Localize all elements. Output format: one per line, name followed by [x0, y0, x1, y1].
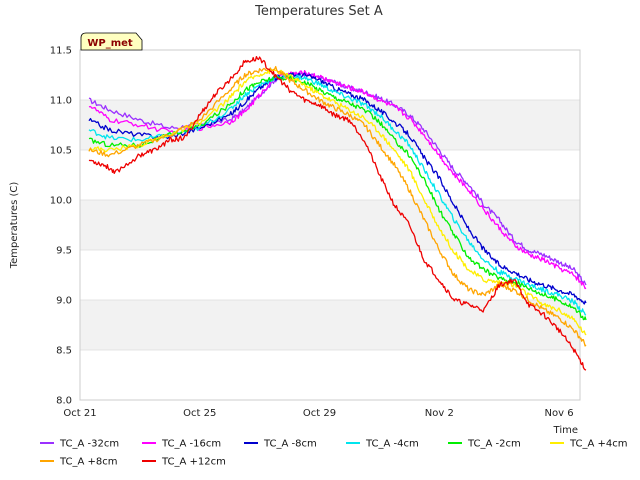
badge-label: WP_met — [87, 38, 133, 49]
plot-band — [80, 200, 580, 250]
legend-label: TC_A -8cm — [263, 439, 317, 450]
y-axis-label: Temperatures (C) — [9, 182, 20, 270]
legend-item: TC_A -16cm — [142, 439, 221, 450]
legend-label: TC_A +4cm — [569, 439, 628, 450]
x-tick-label: Oct 29 — [303, 408, 336, 419]
x-axis-label: Time — [553, 425, 578, 436]
legend-label: TC_A -4cm — [365, 439, 419, 450]
legend-label: TC_A -16cm — [161, 439, 221, 450]
station-badge: WP_met — [80, 32, 143, 51]
x-tick-label: Nov 2 — [425, 408, 454, 419]
y-tick-label: 9.0 — [56, 296, 72, 307]
series-line — [88, 68, 587, 336]
legend-item: TC_A +8cm — [40, 457, 118, 468]
legend-label: TC_A -2cm — [467, 439, 521, 450]
y-tick-label: 10.5 — [50, 146, 72, 157]
y-tick-label: 10.0 — [50, 196, 72, 207]
legend-item: TC_A +4cm — [550, 439, 628, 450]
series-line — [88, 72, 587, 305]
x-tick-label: Oct 21 — [63, 408, 96, 419]
plot-band — [80, 100, 580, 150]
legend-item: TC_A -32cm — [40, 439, 119, 450]
x-axis-ticks: Oct 21 Oct 25 Oct 29 Nov 2 Nov 6 — [63, 408, 573, 419]
legend-label: TC_A +8cm — [59, 457, 118, 468]
y-tick-label: 11.5 — [50, 46, 72, 57]
legend: TC_A -32cm TC_A -16cm TC_A -8cm TC_A -4cm TC… — [40, 439, 628, 468]
plot-band — [80, 300, 580, 350]
y-tick-label: 8.5 — [56, 346, 72, 357]
chart-title: Temperatures Set A — [254, 4, 383, 19]
series-line — [88, 69, 587, 290]
y-tick-label: 11.0 — [50, 96, 72, 107]
legend-label: TC_A +12cm — [161, 457, 226, 468]
series-line — [88, 55, 587, 371]
series-line — [88, 65, 587, 347]
legend-label: TC_A -32cm — [59, 439, 119, 450]
badge-shape — [80, 32, 143, 51]
legend-item: TC_A +12cm — [142, 457, 226, 468]
legend-item: TC_A -4cm — [346, 439, 419, 450]
y-axis-ticks: 8.0 8.5 9.0 9.5 10.0 10.5 11.0 11.5 — [50, 46, 72, 407]
y-tick-label: 9.5 — [56, 246, 72, 257]
legend-item: TC_A -8cm — [244, 439, 317, 450]
series-line — [88, 73, 587, 316]
x-tick-label: Nov 6 — [545, 408, 574, 419]
plot-bands — [80, 100, 580, 350]
series-lines — [88, 55, 587, 371]
x-tick-label: Oct 25 — [183, 408, 216, 419]
plot-area-frame — [79, 49, 581, 401]
legend-item: TC_A -2cm — [448, 439, 521, 450]
y-tick-label: 8.0 — [56, 396, 72, 407]
